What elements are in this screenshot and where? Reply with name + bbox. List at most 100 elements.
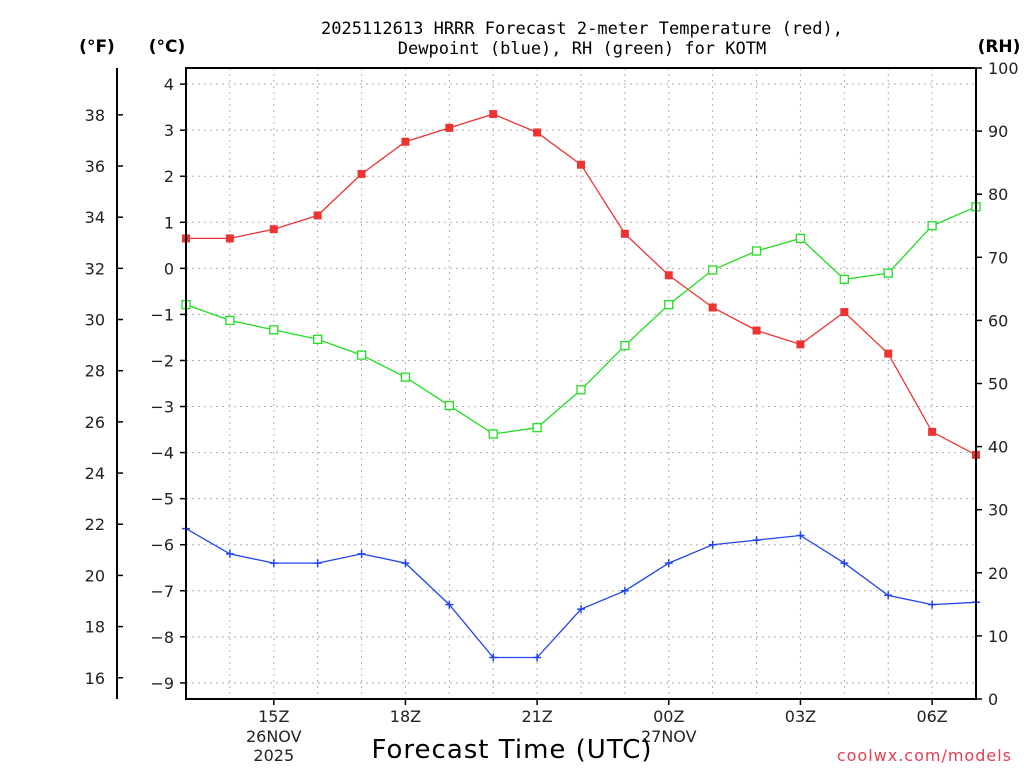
x-axis-title: Forecast Time (UTC) — [371, 735, 652, 765]
temperature-point — [401, 137, 410, 146]
celsius-tick-label: −4 — [150, 444, 174, 463]
rh-point — [444, 400, 454, 411]
dewpoint-point — [708, 540, 717, 549]
celsius-tick-label: 4 — [164, 75, 174, 94]
rh-point — [664, 299, 674, 310]
fahrenheit-tick-label: 32 — [85, 259, 105, 278]
chart-title-line-2: Dewpoint (blue), RH (green) for KOTM — [398, 39, 766, 59]
date-label: 26NOV — [246, 727, 302, 746]
temperature-point — [357, 169, 366, 178]
temperature-point — [269, 225, 278, 234]
rh-tick-label: 40 — [988, 438, 1008, 457]
year-label: 2025 — [253, 746, 294, 765]
dewpoint-point — [313, 559, 322, 568]
celsius-tick-label: −7 — [150, 582, 174, 601]
dewpoint-point — [928, 600, 937, 609]
rh-tick-label: 90 — [988, 122, 1008, 141]
dewpoint-point — [884, 591, 893, 600]
dewpoint-point — [489, 653, 498, 662]
source-credit: coolwx.com/models — [837, 746, 1012, 765]
rh-tick-label: 10 — [988, 627, 1008, 646]
temperature-point — [620, 229, 629, 238]
date-label: 27NOV — [641, 727, 697, 746]
fahrenheit-tick-label: 38 — [85, 106, 105, 125]
celsius-tick-label: 0 — [164, 259, 174, 278]
fahrenheit-tick-label: 22 — [85, 515, 105, 534]
fahrenheit-tick-label: 24 — [85, 464, 105, 483]
dewpoint-point — [269, 559, 278, 568]
celsius-tick-label: 3 — [164, 121, 174, 140]
fahrenheit-unit-label: (°F) — [79, 37, 115, 57]
temperature-point — [840, 308, 849, 317]
temperature-point — [533, 128, 542, 137]
rh-point — [400, 372, 411, 382]
dewpoint-point — [401, 559, 410, 568]
temperature-point — [884, 349, 893, 358]
dewpoint-point — [620, 586, 629, 595]
celsius-tick-label: −8 — [150, 628, 174, 647]
rh-tick-label: 60 — [988, 311, 1008, 330]
rh-tick-label: 20 — [988, 564, 1008, 583]
temperature-point — [928, 427, 937, 436]
rh-point — [532, 423, 542, 433]
fahrenheit-tick-label: 26 — [85, 413, 105, 432]
celsius-tick-label: −1 — [150, 305, 174, 324]
fahrenheit-tick-label: 18 — [85, 618, 105, 637]
dewpoint-point — [357, 549, 366, 558]
rh-point — [488, 429, 498, 439]
rh-point — [708, 265, 718, 275]
celsius-tick-label: 2 — [164, 167, 174, 186]
rh-point — [225, 315, 235, 326]
dewpoint-point — [840, 559, 849, 568]
x-tick-label: 18Z — [390, 707, 421, 726]
fahrenheit-tick-label: 36 — [85, 157, 105, 176]
rh-point — [795, 233, 806, 244]
dewpoint-point — [445, 600, 454, 609]
rh-tick-label: 0 — [988, 690, 998, 709]
celsius-unit-label: (°C) — [149, 37, 186, 57]
rh-point — [356, 350, 367, 360]
fahrenheit-tick-label: 28 — [85, 362, 105, 381]
rh-tick-label: 50 — [988, 375, 1008, 394]
celsius-tick-label: −6 — [150, 536, 174, 555]
fahrenheit-tick-label: 30 — [85, 311, 105, 330]
x-tick-label: 06Z — [916, 707, 947, 726]
celsius-tick-label: −9 — [150, 674, 174, 693]
dewpoint-point — [796, 531, 805, 540]
chart-title-line-1: 2025112613 HRRR Forecast 2-meter Tempera… — [321, 19, 843, 39]
rh-point — [269, 325, 279, 335]
celsius-tick-label: −5 — [150, 490, 174, 509]
rh-tick-label: 80 — [988, 185, 1008, 204]
x-tick-label: 15Z — [258, 707, 289, 726]
data-series — [181, 110, 981, 662]
dewpoint-point — [664, 559, 673, 568]
x-tick-label: 00Z — [653, 707, 684, 726]
fahrenheit-tick-label: 20 — [85, 566, 105, 585]
celsius-tick-label: 1 — [164, 213, 174, 232]
dewpoint-point — [577, 605, 585, 614]
rh-point — [576, 385, 586, 395]
temperature-point — [752, 326, 761, 335]
x-tick-label: 21Z — [521, 707, 552, 726]
temperature-point — [313, 211, 322, 220]
rh-point — [927, 221, 937, 231]
celsius-tick-label: −3 — [150, 398, 174, 417]
dewpoint-point — [533, 653, 542, 662]
dewpoint-point — [225, 549, 234, 558]
temperature-point — [225, 234, 234, 243]
temperature-point — [664, 271, 673, 280]
temperature-point — [445, 123, 454, 132]
celsius-tick-label: −2 — [150, 351, 174, 370]
rh-point — [839, 274, 849, 285]
rh-unit-label: (RH) — [978, 37, 1021, 57]
rh-point — [751, 246, 762, 256]
rh-point — [313, 334, 323, 344]
x-tick-label: 03Z — [785, 707, 816, 726]
temperature-point — [577, 160, 585, 169]
fahrenheit-tick-label: 16 — [85, 669, 105, 688]
temperature-point — [796, 340, 805, 349]
rh-point — [620, 340, 630, 351]
axes: 43210−1−2−3−4−5−6−7−8−938363432302826242… — [85, 59, 1019, 765]
temperature-point — [489, 110, 498, 119]
